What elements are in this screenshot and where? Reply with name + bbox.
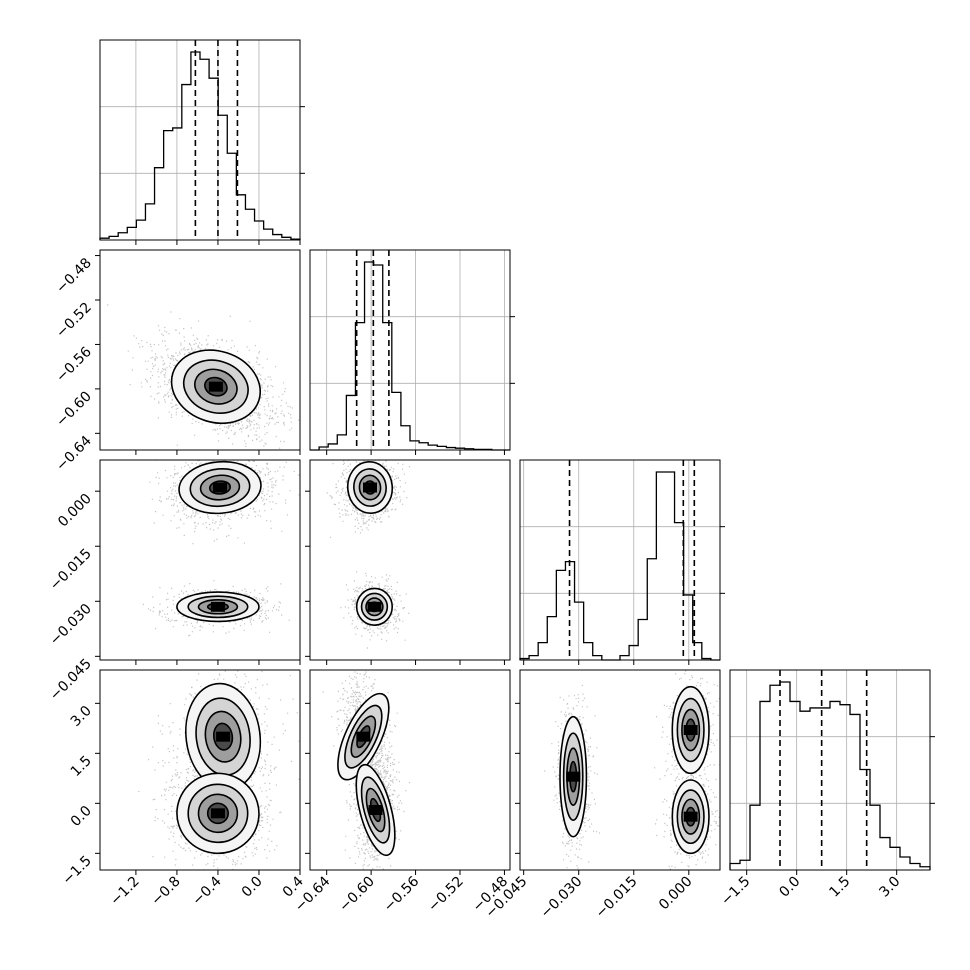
- x-tick-label: 0.0: [776, 874, 803, 901]
- x-tick-label: −0.030: [538, 874, 586, 922]
- y-tick-label: −0.52: [53, 300, 95, 342]
- scatter-panel-2-1: [326, 460, 411, 649]
- x-tick-label: −0.52: [425, 874, 467, 916]
- histogram-panel-0: [99, 39, 301, 241]
- scatter-panel-2-0: [142, 460, 300, 637]
- x-tick-label: −1.5: [718, 874, 753, 909]
- x-tick-label: −0.4: [189, 873, 224, 908]
- x-tick-label: −0.015: [593, 874, 641, 922]
- y-tick-label: 0.0: [68, 803, 95, 830]
- density-peak: [210, 601, 225, 612]
- scatter-frame-3-2: [519, 669, 721, 871]
- scatter-frame-2-1: [309, 459, 511, 661]
- scatter-frame-2-0: [99, 459, 301, 661]
- x-tick-label: 1.5: [826, 874, 853, 901]
- scatter-panel-3-2: [544, 670, 720, 870]
- scatter-points: [138, 670, 300, 870]
- scatter-points: [544, 670, 720, 870]
- y-tick-label: −0.64: [53, 433, 95, 475]
- x-tick-label: −0.56: [381, 873, 423, 915]
- density-peak: [216, 731, 231, 742]
- histogram-1: [310, 261, 510, 451]
- density-peak: [683, 725, 698, 735]
- density-peak: [356, 731, 371, 742]
- y-tick-label: −0.015: [47, 546, 95, 594]
- y-tick-label: −0.045: [47, 656, 95, 704]
- y-tick-label: −0.48: [53, 255, 95, 297]
- x-tick-label: −0.8: [148, 874, 183, 909]
- histogram-panel-3: [729, 669, 931, 871]
- density-peak: [368, 805, 383, 815]
- density-peak: [683, 811, 698, 822]
- y-tick-label: −0.60: [53, 388, 95, 430]
- histogram-3: [729, 681, 931, 870]
- histogram-panel-2: [519, 459, 721, 661]
- density-peak: [367, 601, 382, 612]
- y-tick-label: 3.0: [68, 703, 95, 730]
- density-peak: [363, 482, 377, 493]
- density-peak: [208, 381, 223, 392]
- x-tick-label: −0.60: [336, 874, 378, 916]
- y-tick-label: −0.56: [53, 344, 95, 386]
- y-tick-label: −0.030: [47, 601, 95, 649]
- y-tick-label: −1.5: [59, 853, 94, 888]
- x-tick-label: 0.0: [239, 874, 266, 901]
- histogram-2: [519, 471, 720, 661]
- histogram-0: [99, 51, 301, 240]
- x-tick-label: −1.2: [107, 874, 142, 909]
- y-tick-label: 0.000: [55, 491, 95, 531]
- histogram-panel-1: [309, 249, 511, 451]
- scatter-panel-3-0: [138, 670, 300, 870]
- density-peak: [566, 771, 581, 782]
- x-tick-label: 0.000: [656, 874, 696, 914]
- scatter-frame-3-0: [99, 669, 301, 871]
- scatter-panel-3-1: [322, 671, 411, 870]
- y-tick-label: 1.5: [68, 753, 95, 780]
- x-tick-label: 3.0: [876, 874, 903, 901]
- scatter-frame-3-1: [309, 669, 511, 871]
- density-peak: [210, 808, 225, 819]
- scatter-panel-1-0: [107, 304, 300, 449]
- density-peak: [213, 482, 227, 493]
- scatter-frame-1-0: [99, 249, 301, 451]
